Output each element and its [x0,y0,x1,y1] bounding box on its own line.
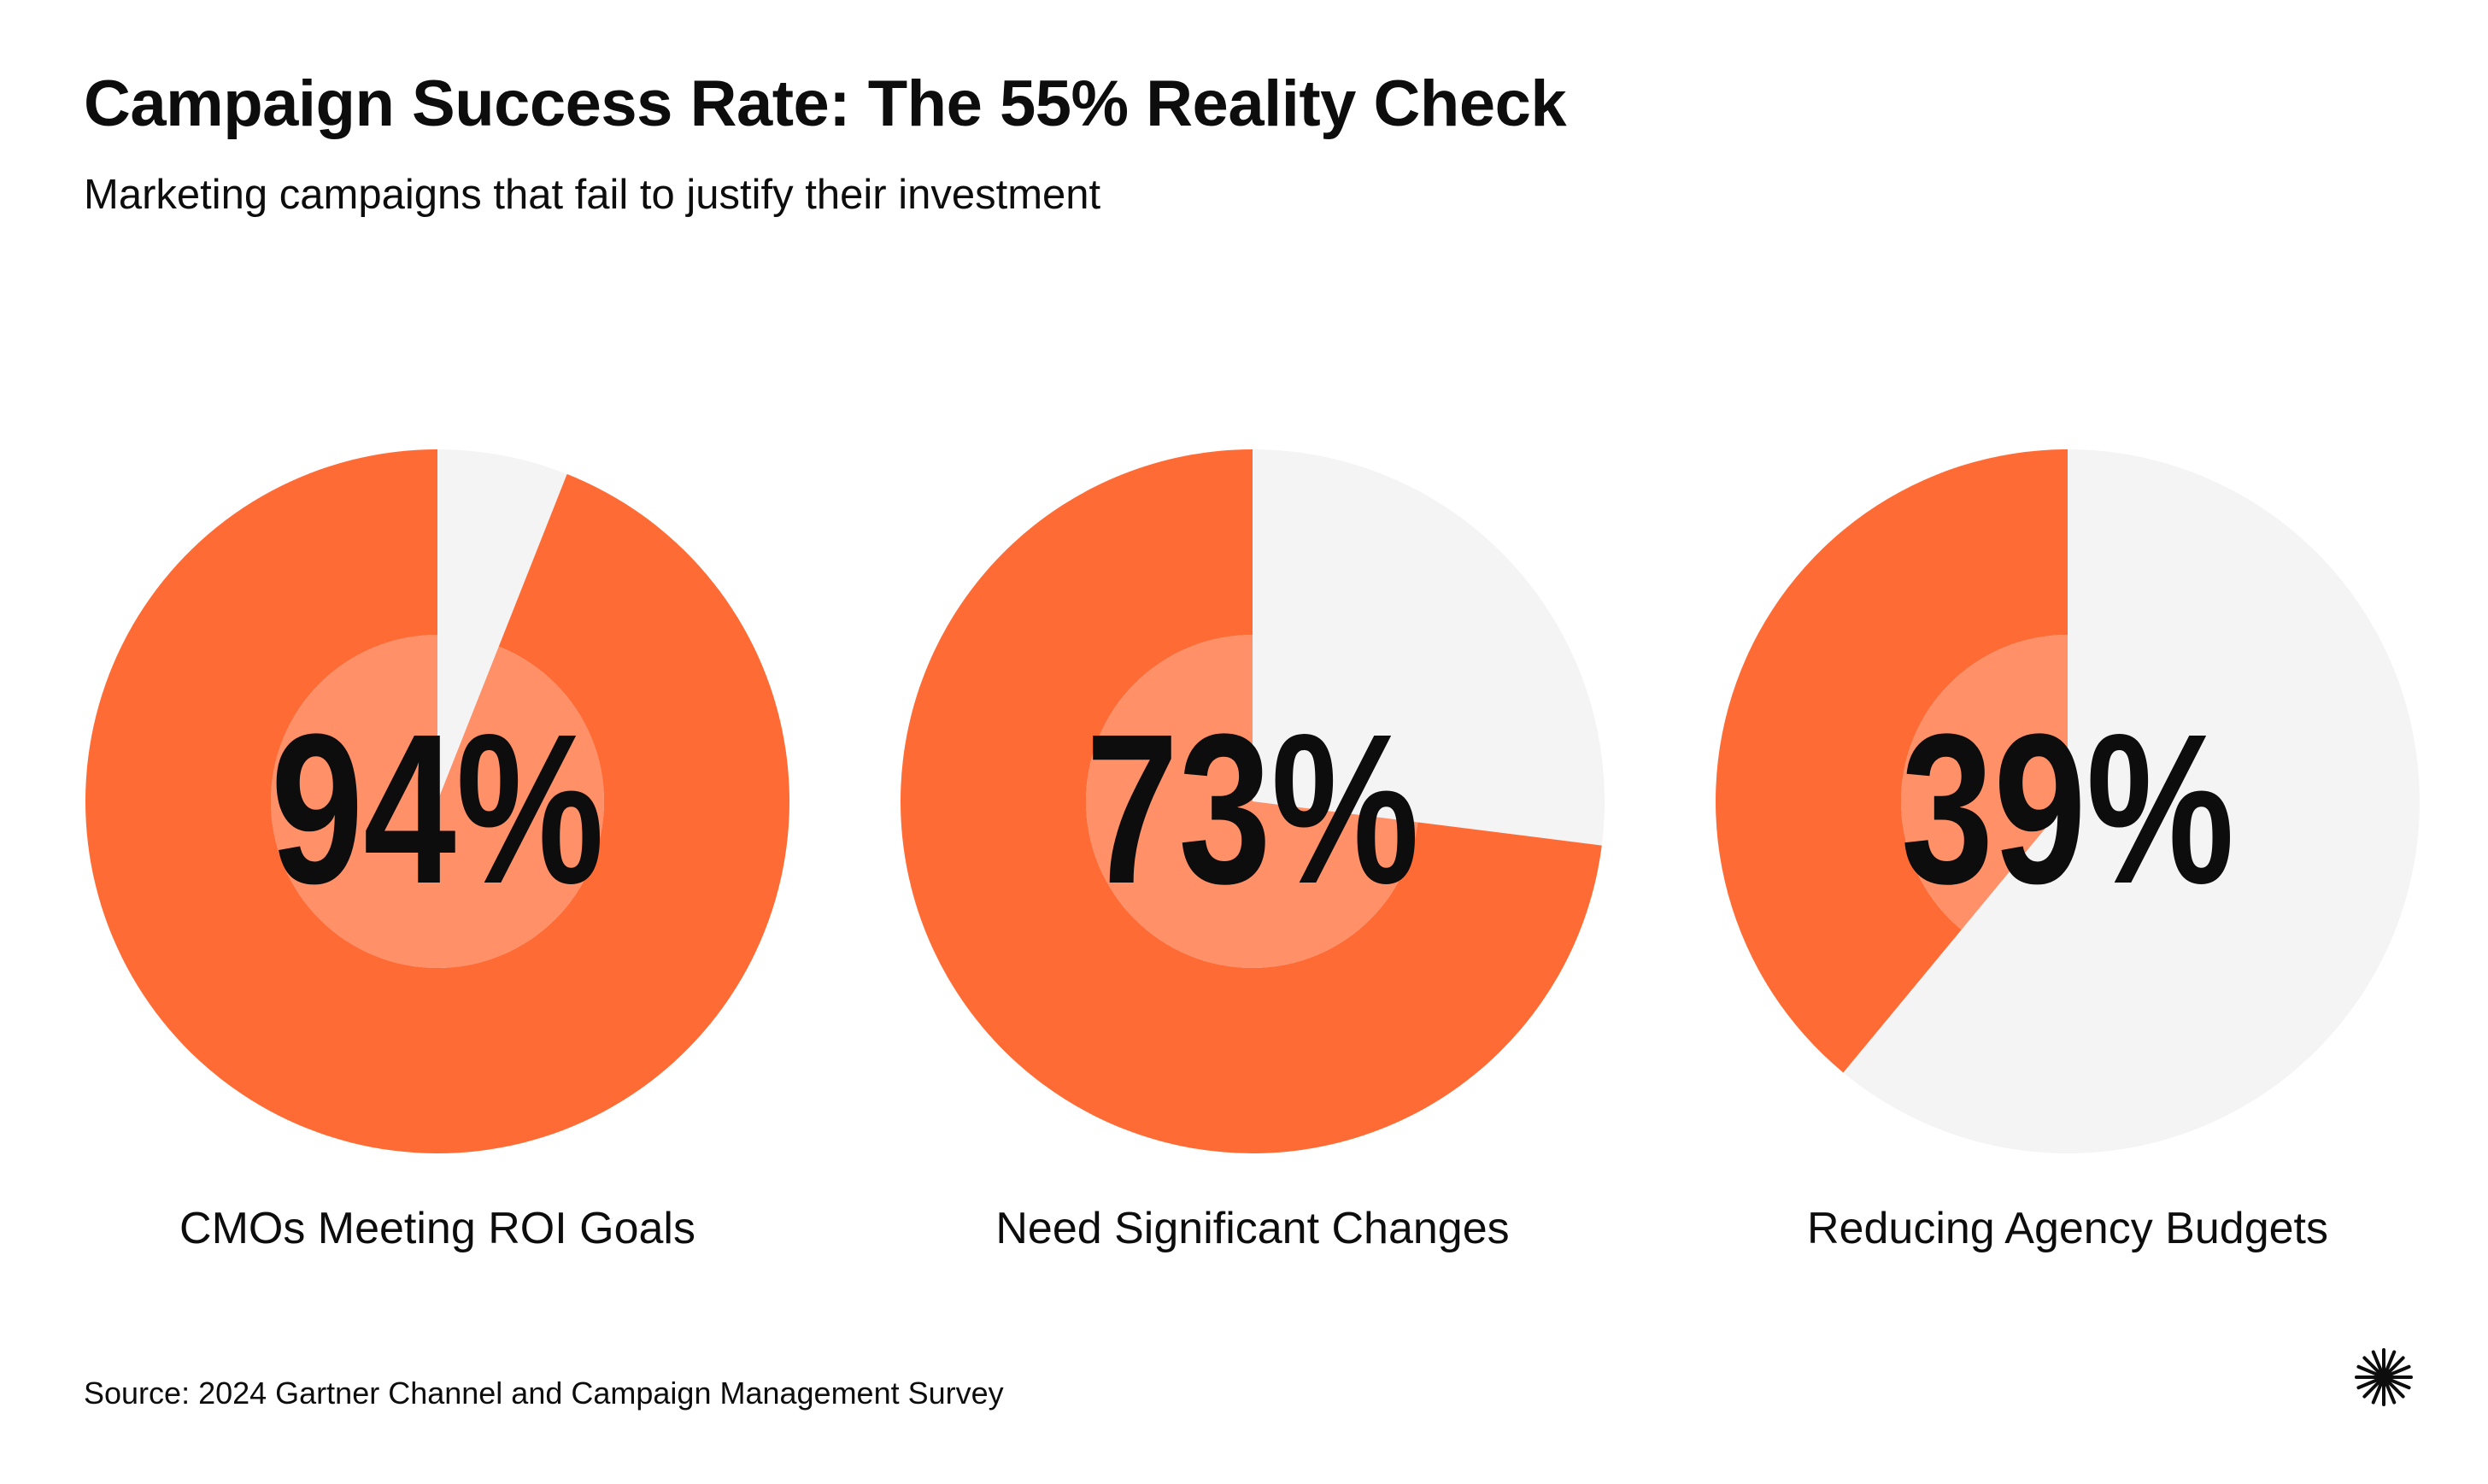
pie-chart-3: 39% [1716,449,2420,1153]
page-title: Campaign Success Rate: The 55% Reality C… [84,67,1567,140]
pie-inner-value [1086,635,1418,968]
pie-value-label: 94% [271,689,604,929]
pie-inner-value [1901,635,2068,930]
page-subtitle: Marketing campaigns that fail to justify… [84,172,1101,218]
pie-slice-value [1716,449,2068,1073]
pie-chart-1: 94% [85,449,790,1153]
pie-category-label: Need Significant Changes [995,1204,1510,1253]
pie-category-label: CMOs Meeting ROI Goals [179,1204,695,1253]
pie-chart-2: 73% [901,449,1605,1153]
pie-category-label: Reducing Agency Budgets [1807,1204,2328,1253]
pie-value-label: 39% [1901,689,2234,929]
sunburst-logo-icon [2355,1348,2413,1406]
pie-value-label: 73% [1086,689,1419,929]
pie-inner-value [271,635,604,969]
source-note: Source: 2024 Gartner Channel and Campaig… [84,1375,1004,1411]
